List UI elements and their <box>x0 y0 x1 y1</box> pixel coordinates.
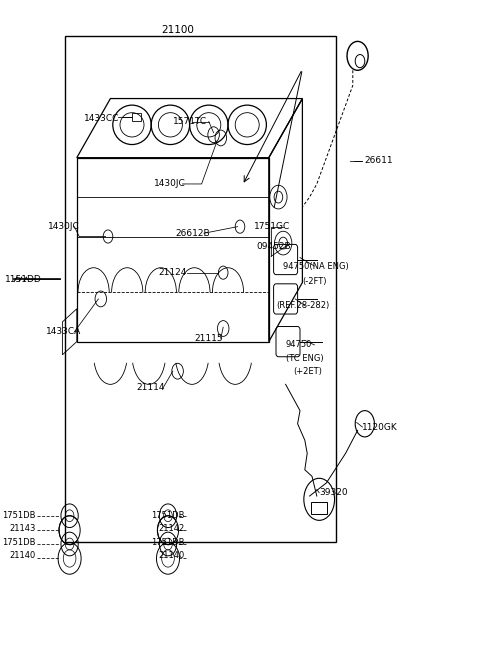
Text: 1751DB: 1751DB <box>2 511 36 520</box>
Text: 1430JC: 1430JC <box>154 179 185 189</box>
Bar <box>65 36 336 542</box>
Text: (TC ENG): (TC ENG) <box>286 353 323 363</box>
Text: 21140: 21140 <box>10 551 36 560</box>
Text: 1433CA: 1433CA <box>46 327 81 336</box>
Text: (-2FT): (-2FT) <box>302 277 327 286</box>
Text: 26612B: 26612B <box>175 229 210 238</box>
Text: (+2ET): (+2ET) <box>293 367 322 376</box>
Text: 09452B: 09452B <box>257 242 291 251</box>
Bar <box>311 502 327 514</box>
Text: 1151DD: 1151DD <box>5 275 42 284</box>
Text: 21143: 21143 <box>10 524 36 533</box>
Text: 1751DB: 1751DB <box>151 511 185 520</box>
Text: 94750(NA ENG): 94750(NA ENG) <box>283 261 349 271</box>
Text: (REF.28-282): (REF.28-282) <box>276 301 329 310</box>
Text: 21140: 21140 <box>158 551 185 560</box>
Text: 21124: 21124 <box>158 268 187 277</box>
Text: 26611: 26611 <box>365 156 394 166</box>
Bar <box>132 113 141 121</box>
Text: 1751GC: 1751GC <box>254 222 291 231</box>
Text: 1433CC: 1433CC <box>84 114 120 123</box>
Text: 1751DB: 1751DB <box>2 537 36 547</box>
Text: 1430JC: 1430JC <box>48 222 80 231</box>
Text: 1571TC: 1571TC <box>173 117 207 126</box>
Text: 1120GK: 1120GK <box>362 422 398 432</box>
Text: 21114: 21114 <box>137 383 165 392</box>
Text: 1751DB: 1751DB <box>151 537 185 547</box>
Text: 21115: 21115 <box>194 334 223 343</box>
Text: 21100: 21100 <box>161 24 194 35</box>
Text: 39320: 39320 <box>319 488 348 497</box>
Text: 94750: 94750 <box>286 340 312 350</box>
Text: 21142: 21142 <box>158 524 185 533</box>
